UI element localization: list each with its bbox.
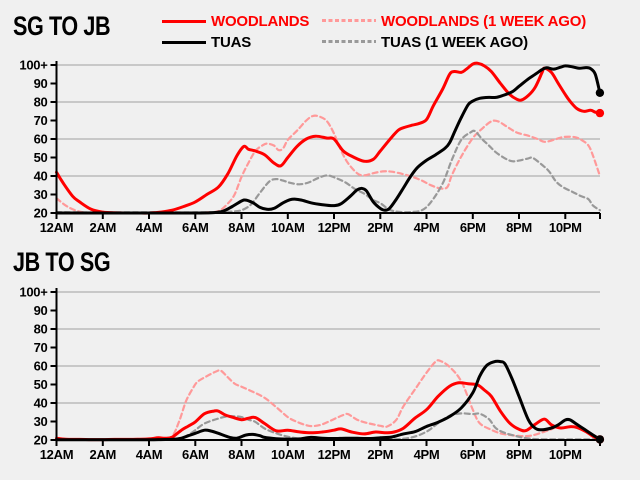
svg-text:12AM: 12AM <box>40 220 73 235</box>
svg-text:8AM: 8AM <box>228 447 255 462</box>
svg-text:90: 90 <box>34 303 48 318</box>
svg-text:80: 80 <box>34 322 48 337</box>
svg-text:4PM: 4PM <box>414 447 440 462</box>
svg-text:50: 50 <box>34 150 48 165</box>
svg-text:8PM: 8PM <box>506 220 532 235</box>
svg-text:6PM: 6PM <box>460 447 486 462</box>
svg-text:20: 20 <box>34 433 48 448</box>
svg-text:70: 70 <box>34 113 48 128</box>
svg-text:2AM: 2AM <box>90 447 117 462</box>
svg-text:100+: 100+ <box>19 58 48 73</box>
svg-text:6AM: 6AM <box>182 447 209 462</box>
svg-text:4AM: 4AM <box>136 220 163 235</box>
legend-label-tuas: TUAS <box>211 34 252 51</box>
svg-text:4AM: 4AM <box>136 447 163 462</box>
legend-label-woodlands-week-ago: WOODLANDS (1 WEEK AGO) <box>381 13 587 30</box>
svg-text:8AM: 8AM <box>228 220 255 235</box>
svg-text:70: 70 <box>34 340 48 355</box>
svg-text:12PM: 12PM <box>318 220 351 235</box>
svg-text:12PM: 12PM <box>318 447 351 462</box>
svg-text:10AM: 10AM <box>271 220 304 235</box>
svg-text:6PM: 6PM <box>460 220 486 235</box>
legend: WOODLANDS TUAS WOODLANDS (1 WEEK AGO) TU… <box>0 0 640 55</box>
legend-label-tuas-week-ago: TUAS (1 WEEK AGO) <box>381 34 528 51</box>
svg-text:10PM: 10PM <box>549 447 582 462</box>
svg-text:80: 80 <box>34 95 48 110</box>
svg-text:12AM: 12AM <box>40 447 73 462</box>
svg-text:20: 20 <box>34 206 48 221</box>
svg-text:60: 60 <box>34 132 48 147</box>
svg-text:2PM: 2PM <box>367 447 393 462</box>
svg-text:40: 40 <box>34 169 48 184</box>
woodlands-week-ago-dash-swatch <box>322 19 376 22</box>
svg-text:50: 50 <box>34 377 48 392</box>
svg-text:2AM: 2AM <box>90 220 117 235</box>
svg-text:100+: 100+ <box>19 285 48 300</box>
svg-text:10PM: 10PM <box>549 220 582 235</box>
svg-text:8PM: 8PM <box>506 447 532 462</box>
tuas-line-swatch <box>162 41 206 44</box>
woodlands-line-swatch <box>162 20 206 23</box>
chart-title-sg-to-jb: SG TO JB <box>13 11 111 41</box>
svg-text:4PM: 4PM <box>414 220 440 235</box>
svg-text:30: 30 <box>34 187 48 202</box>
legend-label-woodlands: WOODLANDS <box>211 13 310 30</box>
svg-text:60: 60 <box>34 359 48 374</box>
svg-text:30: 30 <box>34 414 48 429</box>
svg-text:2PM: 2PM <box>367 220 393 235</box>
chart-title-jb-to-sg: JB TO SG <box>13 247 111 277</box>
svg-text:6AM: 6AM <box>182 220 209 235</box>
tuas-week-ago-dash-swatch <box>322 40 376 43</box>
svg-text:90: 90 <box>34 76 48 91</box>
svg-text:40: 40 <box>34 396 48 411</box>
svg-text:10AM: 10AM <box>271 447 304 462</box>
